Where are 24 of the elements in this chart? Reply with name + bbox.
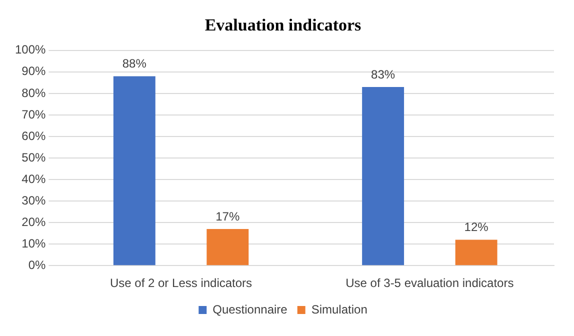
bar [362, 86, 404, 266]
y-tick-label: 70% [22, 107, 46, 122]
y-tick-label: 100% [14, 42, 46, 57]
bar [206, 229, 249, 266]
data-label: 88% [122, 56, 147, 71]
y-tick-label: 60% [22, 128, 46, 143]
y-tick-label: 0% [28, 258, 46, 272]
y-tick-label: 10% [22, 236, 46, 250]
y-tick-label: 40% [22, 172, 46, 186]
chart-title: Evaluation indicators [204, 16, 362, 35]
y-tick-label: 30% [22, 193, 46, 208]
bar [455, 240, 498, 266]
y-tick-label: 50% [22, 150, 46, 164]
legend-label: Questionnaire [212, 302, 288, 316]
y-tick-label: 80% [22, 86, 46, 100]
y-tick-label: 20% [22, 214, 46, 229]
x-tick-label: Use of 2 or Less indicators [110, 276, 252, 290]
data-label: 12% [464, 220, 489, 234]
legend-label: Simulation [311, 302, 368, 316]
y-tick-label: 90% [22, 64, 46, 78]
bar [113, 76, 156, 266]
data-label: 17% [216, 209, 240, 224]
x-tick-label: Use of 3-5 evaluation indicators [346, 276, 514, 290]
data-label: 83% [371, 67, 396, 82]
